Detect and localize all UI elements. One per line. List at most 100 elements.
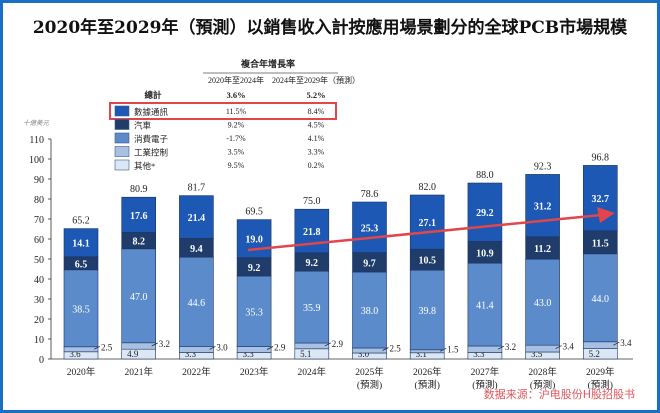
legend-label: 工業控制 — [134, 148, 168, 158]
bar-segment — [525, 174, 560, 238]
legend-cagr-value: 3.5% — [228, 148, 245, 157]
data-label: 38.5 — [72, 304, 90, 315]
legend-cagr-value: 9.5% — [228, 161, 245, 170]
data-label: 25.3 — [361, 223, 379, 234]
data-label: 9.4 — [190, 244, 203, 255]
bar-segment — [582, 253, 618, 343]
legend-header: 複合年增長率 — [240, 58, 295, 69]
bar-segment — [525, 258, 560, 346]
legend-label: 其他* — [134, 161, 155, 171]
total-label: 69.5 — [245, 207, 263, 218]
legend-cagr-value: 9.2% — [228, 121, 245, 130]
legend-swatch — [114, 146, 130, 157]
data-label: 35.9 — [303, 303, 321, 314]
data-label: 3.2 — [505, 342, 516, 352]
x-tick-label: 2028年 — [528, 366, 557, 378]
label-leader — [555, 345, 562, 349]
bar-segment — [352, 201, 387, 253]
data-label: 10.9 — [476, 248, 494, 259]
y-tick-label: 10 — [34, 335, 44, 346]
legend-total-value: 3.6% — [226, 90, 245, 100]
data-label: 27.1 — [418, 218, 436, 229]
data-label: 44.6 — [188, 298, 206, 309]
source-note: 数据来源：沪电股份H股招股书 — [483, 388, 635, 401]
bar-segment — [236, 275, 272, 347]
bar-segment — [121, 248, 156, 344]
legend-cagr-value: 4.5% — [308, 121, 325, 130]
highlight-box — [109, 102, 337, 120]
label-leader — [497, 345, 505, 350]
total-label: 78.6 — [361, 189, 379, 200]
y-tick-label: 0 — [39, 355, 44, 366]
bar-segment — [236, 346, 272, 353]
data-label: 3.0 — [216, 342, 228, 352]
bar-segment — [179, 346, 214, 353]
x-tick-label: 2022年 — [182, 366, 211, 378]
data-label: 1.5 — [447, 344, 459, 354]
bar-segment — [179, 195, 214, 239]
bar-segment — [352, 347, 387, 354]
data-label: 38.0 — [361, 306, 379, 317]
y-tick-label: 100 — [29, 155, 44, 166]
x-tick-label: (預測) — [472, 379, 497, 391]
data-label: 44.0 — [592, 294, 610, 305]
data-label: 14.1 — [72, 239, 90, 250]
data-label: 11.2 — [534, 244, 551, 255]
total-label: 96.8 — [592, 152, 610, 163]
data-label: 41.4 — [476, 301, 494, 312]
bar-segment — [409, 194, 445, 250]
label-leader — [151, 342, 158, 347]
total-label: 75.0 — [303, 196, 321, 207]
label-leader — [324, 342, 331, 347]
total-label: 65.2 — [72, 216, 90, 227]
data-label: 39.8 — [418, 306, 436, 317]
total-label: 92.3 — [534, 161, 552, 172]
data-label: 9.2 — [306, 258, 319, 269]
legend-column-header: 2020年至2024年 — [208, 75, 264, 85]
chart-title: 2020年至2029年（預測）以銷售收入計按應用場景劃分的全球PCB市場規模 — [32, 18, 628, 38]
data-label: 3.3 — [185, 349, 197, 359]
bar-segment — [236, 219, 272, 258]
y-tick-label: 20 — [34, 315, 44, 326]
x-tick-label: (預測) — [415, 379, 440, 391]
data-label: 9.2 — [248, 263, 261, 274]
data-label: 3.5 — [531, 349, 543, 359]
bar-segment — [409, 349, 445, 354]
label-leader — [613, 341, 620, 346]
x-tick-label: (預測) — [357, 379, 382, 391]
data-label: 43.0 — [534, 298, 552, 309]
bar-segment — [409, 269, 445, 351]
data-label: 47.0 — [130, 292, 148, 303]
y-tick-label: 90 — [34, 175, 44, 186]
x-tick-label: 2025年 — [355, 366, 384, 378]
label-leader — [93, 345, 101, 350]
bar-segment — [467, 262, 503, 347]
bar-segment — [63, 228, 99, 258]
data-label: 6.5 — [75, 259, 88, 270]
bar-segment — [525, 344, 560, 353]
data-label: 3.4 — [620, 338, 632, 348]
data-label: 31.2 — [534, 202, 552, 213]
total-label: 80.9 — [130, 184, 148, 195]
legend-swatch — [114, 132, 130, 144]
legend-cagr-value: -1.7% — [226, 134, 246, 143]
x-tick-label: (預測) — [530, 379, 555, 391]
legend-label: 汽車 — [134, 121, 152, 131]
legend-total-label: 總計 — [144, 90, 162, 100]
label-leader — [266, 346, 274, 350]
total-label: 82.0 — [418, 182, 436, 193]
data-label: 5.1 — [300, 349, 311, 359]
legend-cagr-value: 3.3% — [308, 148, 325, 157]
stacked-bar-chart: 複合年增長率 2020年至2024年 2024年至2029年（預測） 總計 3.6% 5.… — [23, 58, 633, 391]
legend-label: 消費電子 — [134, 134, 169, 144]
legend-swatch — [114, 105, 130, 117]
data-label: 3.6 — [69, 349, 81, 359]
x-tick-label: 2020年 — [67, 366, 96, 378]
y-axis-unit: 十億美元 — [23, 119, 50, 127]
x-tick-label: 2026年 — [413, 366, 442, 378]
trend-arrow — [247, 213, 602, 252]
legend-cagr-value: 0.2% — [308, 161, 325, 170]
data-label: 17.6 — [130, 211, 148, 222]
data-label: 3.0 — [358, 349, 370, 359]
